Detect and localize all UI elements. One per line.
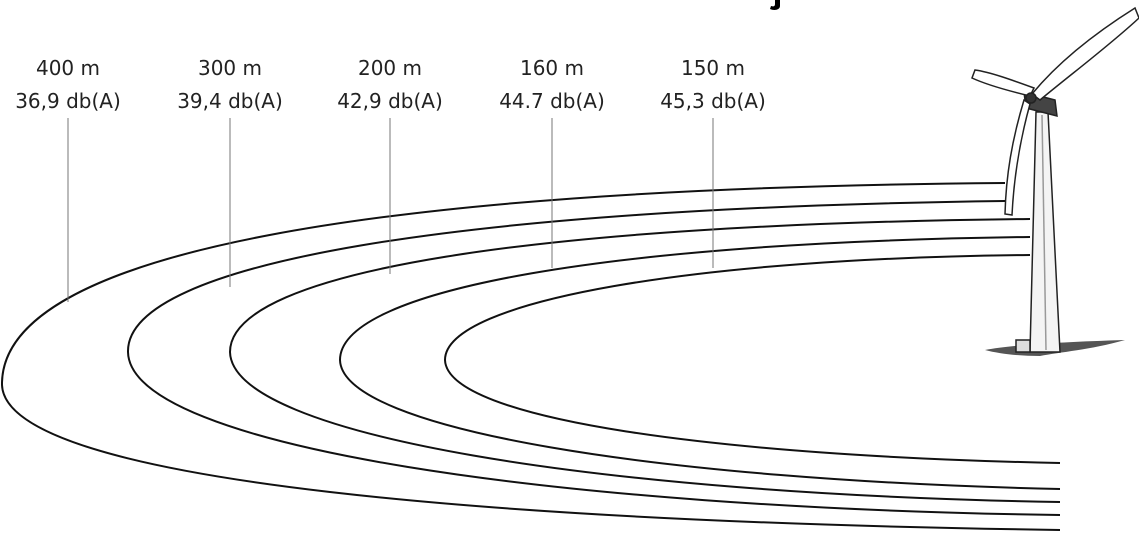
distance-label: 400 m <box>36 56 100 80</box>
wind-turbine <box>971 6 1139 356</box>
level-label: 39,4 db(A) <box>177 89 283 113</box>
level-label: 44.7 db(A) <box>499 89 605 113</box>
ring <box>338 236 1061 490</box>
level-label: 36,9 db(A) <box>15 89 121 113</box>
distance-label: 150 m <box>681 56 745 80</box>
distance-label: 160 m <box>520 56 584 80</box>
ring <box>228 218 1061 503</box>
cropped-mark <box>770 0 780 10</box>
ring <box>0 182 1061 531</box>
distance-label: 300 m <box>198 56 262 80</box>
level-label: 42,9 db(A) <box>337 89 443 113</box>
ring <box>443 254 1061 464</box>
distance-label: 200 m <box>358 56 422 80</box>
level-label: 45,3 db(A) <box>660 89 766 113</box>
ring <box>126 200 1061 516</box>
